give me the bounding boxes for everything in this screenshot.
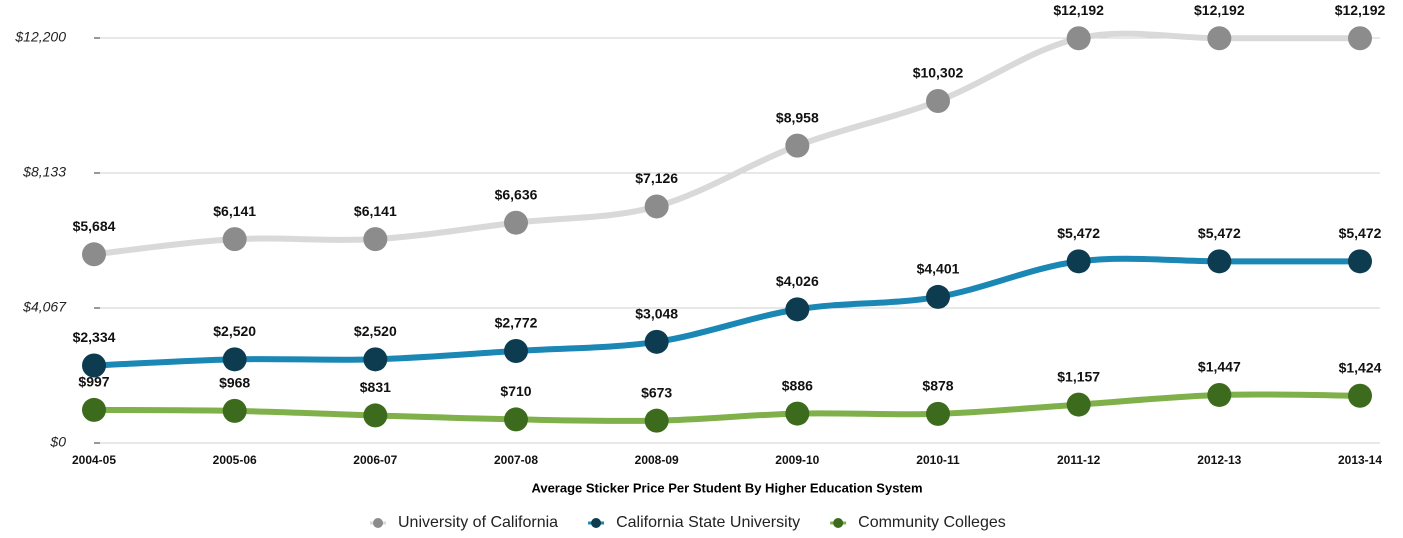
x-tick-label: 2007-08 [494,453,538,467]
data-label: $8,958 [776,109,819,125]
data-label: $5,472 [1198,225,1241,241]
marker [926,284,950,309]
data-label: $2,334 [73,329,116,345]
data-label: $2,520 [213,323,256,339]
marker [363,403,388,428]
marker [504,338,528,363]
marker [1348,26,1372,51]
marker [504,407,528,432]
data-label: $4,026 [776,273,819,289]
x-axis-label: Average Sticker Price Per Student By Hig… [531,480,922,495]
data-label: $1,424 [1339,359,1382,375]
data-label: $12,192 [1053,2,1104,18]
data-label: $5,684 [73,218,116,234]
data-label: $12,192 [1335,2,1386,18]
marker [222,347,247,372]
marker [644,329,669,354]
marker [926,401,950,426]
legend-label: California State University [616,514,800,531]
marker [82,242,106,267]
x-tick-label: 2005-06 [213,453,257,467]
data-label: $878 [922,378,953,394]
data-label: $12,192 [1194,2,1245,18]
x-tick-label: 2013-14 [1338,453,1382,467]
marker [785,297,810,322]
x-tick-label: 2011-12 [1057,453,1101,467]
data-label: $886 [782,377,813,393]
legend-marker [373,518,383,528]
series-line [91,30,1363,258]
data-label: $997 [78,374,109,390]
x-tick-label: 2010-11 [916,453,960,467]
data-label: $2,520 [354,323,397,339]
data-label: $10,302 [913,65,964,81]
x-tick-label: 2004-05 [72,453,116,467]
x-tick-label: 2008-09 [635,453,679,467]
marker [1066,26,1091,51]
data-label: $1,447 [1198,359,1241,375]
x-tick-label: 2012-13 [1197,453,1241,467]
marker [1207,249,1232,274]
y-tick-label: $8,133 [22,164,66,180]
legend-marker [591,518,602,528]
marker [222,227,247,252]
data-label: $831 [360,379,391,395]
x-tick-label: 2009-10 [775,453,819,467]
marker [1348,383,1372,408]
marker [222,398,247,423]
series-line [91,391,1363,425]
marker [1207,26,1232,51]
data-label: $6,141 [213,203,256,219]
y-tick-label: $12,200 [14,29,66,45]
data-label: $4,401 [917,261,960,277]
legend-marker [833,518,844,528]
marker [1207,382,1232,407]
legend-label: University of California [398,514,558,531]
legend-label: Community Colleges [858,514,1006,531]
marker [926,89,950,114]
y-tick-label: $4,067 [22,299,67,315]
data-label: $968 [219,375,250,391]
marker [1066,392,1091,417]
data-label: $6,141 [354,203,397,219]
marker [363,347,388,372]
y-tick-label: $0 [49,434,66,450]
data-label: $673 [641,384,672,400]
marker [785,401,810,426]
data-label: $3,048 [635,306,678,322]
data-label: $6,636 [495,186,538,202]
marker [504,210,528,235]
data-label: $2,772 [495,315,538,331]
marker [1348,249,1372,274]
marker [82,353,106,378]
series-line [91,255,1363,369]
data-label: $710 [500,383,531,399]
data-label: $1,157 [1057,368,1100,384]
marker [785,133,810,158]
data-label: $7,126 [635,170,678,186]
marker [82,397,106,422]
data-label: $5,472 [1339,225,1382,241]
marker [644,408,669,433]
data-label: $5,472 [1057,225,1100,241]
marker [644,194,669,219]
x-tick-label: 2006-07 [353,453,397,467]
marker [363,227,388,252]
marker [1066,249,1091,274]
